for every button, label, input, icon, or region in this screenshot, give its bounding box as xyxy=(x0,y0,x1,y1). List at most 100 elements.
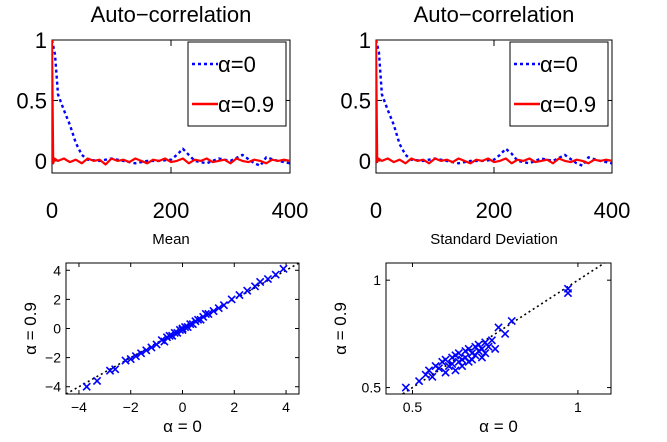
x-tick-label: 0 xyxy=(46,198,58,223)
x-tick-label: −2 xyxy=(123,399,139,415)
scatter-point-stroke xyxy=(464,344,473,354)
scatter-point xyxy=(428,372,437,381)
series-line-alpha-0 xyxy=(52,40,290,167)
y-tick-label: 0.5 xyxy=(362,380,382,396)
x-tick-label: 0.5 xyxy=(403,399,423,415)
scatter-point xyxy=(441,368,450,377)
y-axis-label: α = 0.9 xyxy=(331,302,350,355)
scatter-point-stroke xyxy=(448,359,457,369)
scatter-point xyxy=(256,277,265,287)
scatter-point xyxy=(186,319,195,329)
scatter-point-stroke xyxy=(214,303,223,313)
y-tick-label: −4 xyxy=(45,379,61,395)
scatter-point-stroke xyxy=(428,372,437,381)
plot-data xyxy=(376,40,612,167)
scatter-point-stroke xyxy=(186,319,195,329)
scatter-point xyxy=(414,376,424,386)
scatter-point-stroke xyxy=(441,355,450,364)
scatter-point xyxy=(457,361,467,371)
scatter-point xyxy=(494,323,503,332)
scatter-point-stroke xyxy=(243,286,252,295)
y-tick-label: 1 xyxy=(373,272,381,288)
scatter-point xyxy=(434,364,444,373)
scatter-point-stroke xyxy=(424,366,434,375)
scatter-point-stroke xyxy=(414,376,424,386)
scatter-point-stroke xyxy=(209,306,218,316)
legend-label: α=0.9 xyxy=(540,92,596,117)
x-tick-label: 1 xyxy=(574,399,582,415)
std-scatter-panel: 0.5 1 0.5 1 α = 0 α = 0.9 xyxy=(331,262,612,436)
plot-data xyxy=(66,263,299,394)
x-tick-label: 0 xyxy=(179,399,187,415)
scatter-point-stroke xyxy=(105,366,115,375)
legend-box xyxy=(187,41,287,127)
scatter-point-stroke xyxy=(180,322,190,332)
scatter-point xyxy=(448,359,457,369)
scatter-point-stroke xyxy=(193,315,203,324)
legend-label: α=0 xyxy=(540,52,578,77)
x-tick-label: −4 xyxy=(71,399,87,415)
scatter-point xyxy=(180,322,190,332)
scatter-point-stroke xyxy=(92,376,102,386)
scatter-point-stroke xyxy=(126,354,135,364)
scatter-point-stroke xyxy=(434,364,444,373)
scatter-point xyxy=(424,366,434,375)
scatter-point xyxy=(214,303,223,313)
scatter-point-stroke xyxy=(142,346,151,355)
x-tick-label: 200 xyxy=(476,198,513,223)
scatter-point-stroke xyxy=(157,335,166,345)
scatter-point-stroke xyxy=(477,344,487,354)
scatter-point-stroke xyxy=(467,349,477,358)
scatter-point-stroke xyxy=(431,361,440,371)
scatter-point xyxy=(263,274,273,284)
scatter-point xyxy=(484,342,493,351)
scatter-point xyxy=(507,316,516,326)
x-tick-label: 200 xyxy=(153,198,190,223)
scatter-point-stroke xyxy=(507,316,516,326)
scatter-point xyxy=(279,264,288,273)
scatter-point-stroke xyxy=(121,356,130,365)
scatter-point xyxy=(170,328,179,338)
scatter-point xyxy=(491,344,500,354)
scatter-point-stroke xyxy=(451,366,460,375)
plot-data xyxy=(401,263,606,394)
scatter-point-stroke xyxy=(454,349,463,358)
scatter-point-stroke xyxy=(271,270,280,279)
plot-data xyxy=(52,40,290,167)
scatter-point xyxy=(235,290,244,300)
scatter-point xyxy=(441,355,450,364)
scatter-point xyxy=(243,286,252,295)
y-tick-label: 0 xyxy=(359,149,371,174)
x-tick-label: 0 xyxy=(370,198,382,223)
series-line-alpha-0 xyxy=(376,40,612,167)
scatter-point-stroke xyxy=(227,295,236,304)
y-tick-label: 2 xyxy=(53,291,61,307)
x-axis-label: α = 0 xyxy=(163,417,202,436)
y-tick-label: 0.5 xyxy=(340,88,371,113)
y-axis-label: α = 0.9 xyxy=(21,302,40,355)
scatter-point-stroke xyxy=(481,349,490,358)
y-tick-label: 0 xyxy=(53,321,61,337)
x-tick-label: 400 xyxy=(594,198,631,223)
y-tick-label: 4 xyxy=(53,262,61,278)
scatter-point xyxy=(500,329,510,339)
scatter-point xyxy=(204,309,213,319)
scatter-point-stroke xyxy=(263,274,273,284)
x-tick-label: 400 xyxy=(272,198,309,223)
scatter-point xyxy=(131,351,141,361)
series-line-alpha-0-9 xyxy=(52,40,290,166)
scatter-point xyxy=(451,366,460,375)
scatter-point-stroke xyxy=(204,309,213,319)
scatter-point-stroke xyxy=(170,328,179,338)
scatter-point xyxy=(201,309,210,319)
scatter-point xyxy=(487,336,497,345)
scatter-point xyxy=(227,295,236,304)
scatter-point-stroke xyxy=(563,284,573,293)
scatter-point xyxy=(165,331,174,340)
y-tick-label: 1 xyxy=(359,28,371,53)
scatter-point xyxy=(142,346,151,355)
scatter-point xyxy=(454,349,463,358)
y-tick-label: 0.5 xyxy=(16,88,47,113)
scatter-point-stroke xyxy=(235,290,244,300)
scatter-point-stroke xyxy=(401,383,411,392)
